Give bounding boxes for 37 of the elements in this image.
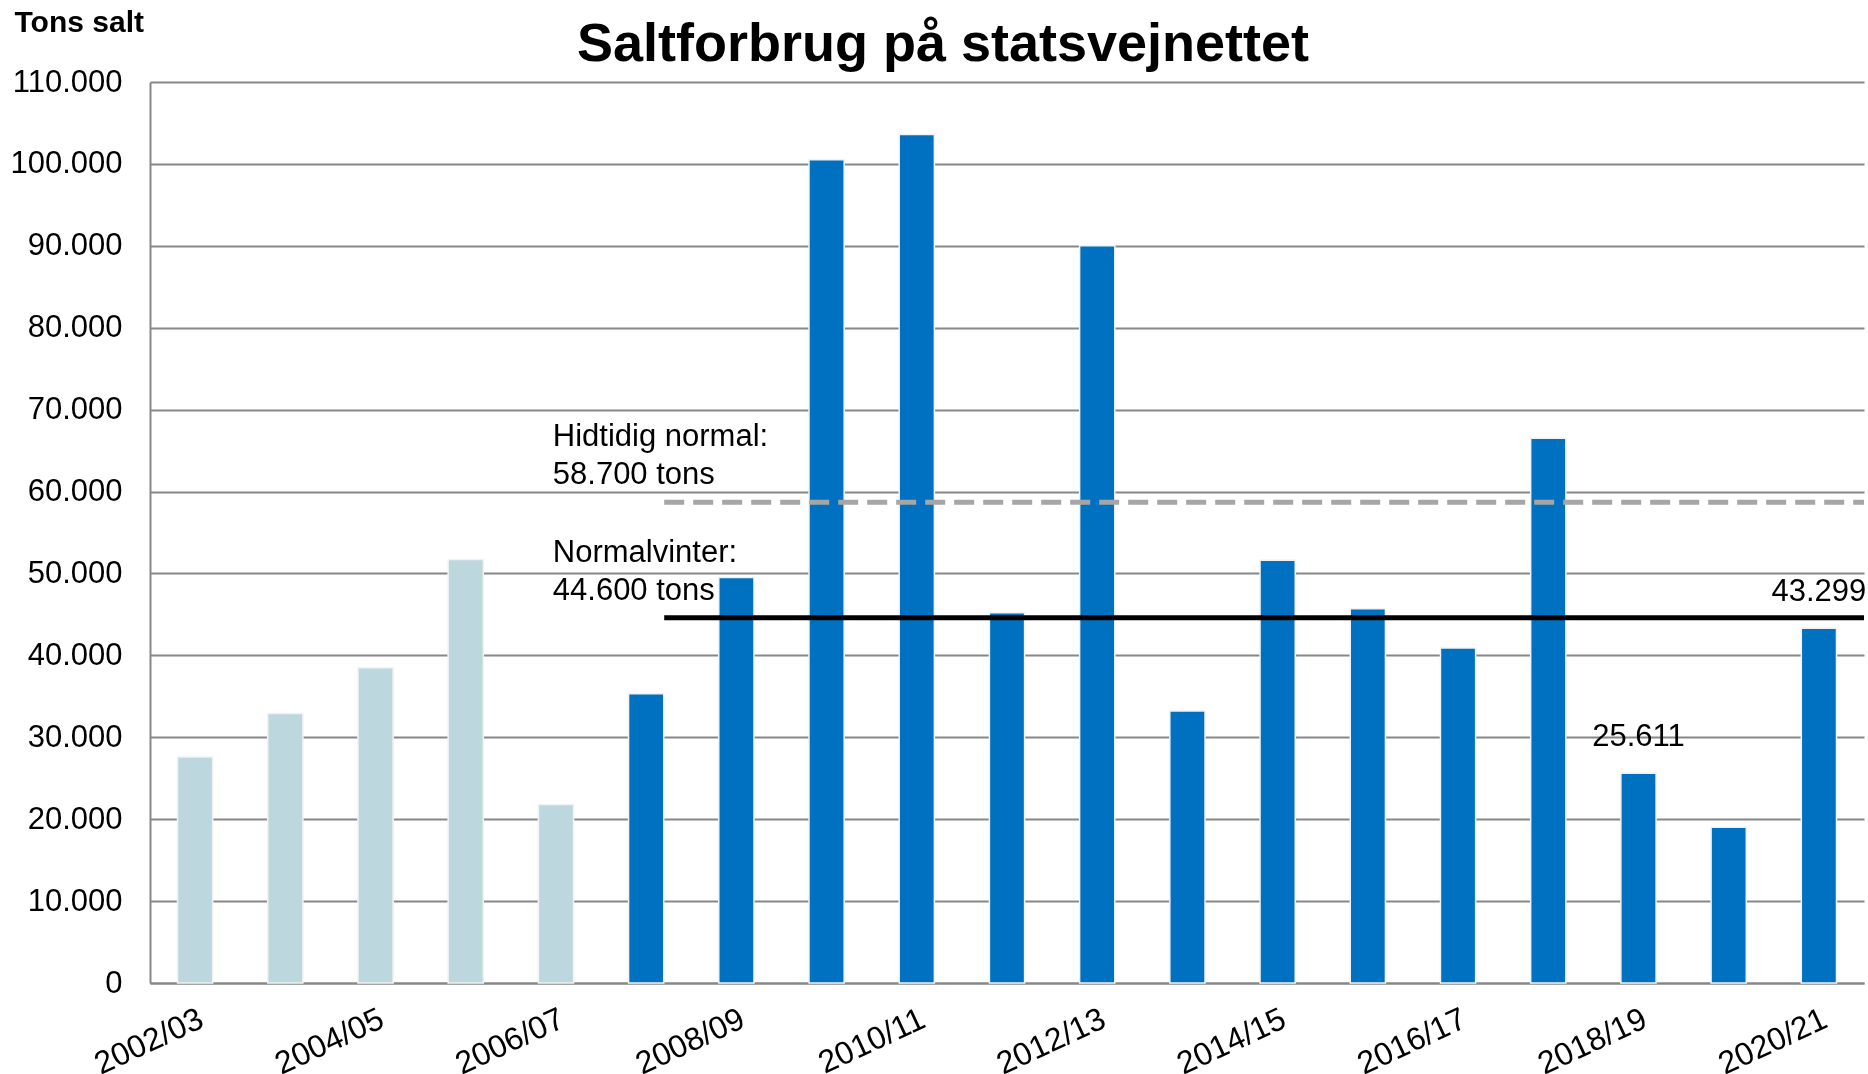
y-tick-label: 90.000 <box>27 227 123 263</box>
y-tick-label: 70.000 <box>27 391 123 427</box>
bar <box>1529 437 1567 984</box>
y-tick-label: 110.000 <box>12 63 123 99</box>
ref-line-label: Normalvinter: 44.600 tons <box>552 533 738 607</box>
bar <box>808 159 845 984</box>
bar <box>1259 559 1296 984</box>
bar <box>357 666 394 984</box>
bar <box>1078 245 1116 984</box>
ref-line-label: Hidtidig normal: 58.700 tons <box>552 418 769 492</box>
bar <box>898 133 936 984</box>
y-tick-label: 40.000 <box>27 636 123 672</box>
y-tick-label: 50.000 <box>27 554 123 590</box>
y-tick-label: 80.000 <box>27 309 123 345</box>
bar <box>1169 710 1206 984</box>
bar <box>1439 647 1477 984</box>
bar <box>1710 826 1748 984</box>
y-tick-label: 60.000 <box>27 473 123 509</box>
data-label: 25.611 <box>1592 718 1685 754</box>
bar <box>627 693 665 984</box>
bar <box>718 576 755 984</box>
bar <box>537 803 575 984</box>
bar <box>1800 627 1838 984</box>
y-tick-label: 10.000 <box>27 882 123 918</box>
bar <box>176 756 214 984</box>
bar <box>988 612 1026 984</box>
y-tick-label: 0 <box>105 964 123 1000</box>
y-tick-label: 100.000 <box>10 145 123 181</box>
y-tick-label: 30.000 <box>27 718 123 754</box>
bar <box>1349 607 1387 984</box>
y-axis-title: Tons salt <box>14 4 144 38</box>
chart-title: Saltforbrug på statsvejnettet <box>576 12 1310 72</box>
data-label: 43.299 <box>1771 573 1867 609</box>
bar <box>447 558 485 984</box>
bar <box>1620 772 1657 984</box>
y-tick-label: 20.000 <box>27 800 123 836</box>
bar <box>266 712 304 984</box>
